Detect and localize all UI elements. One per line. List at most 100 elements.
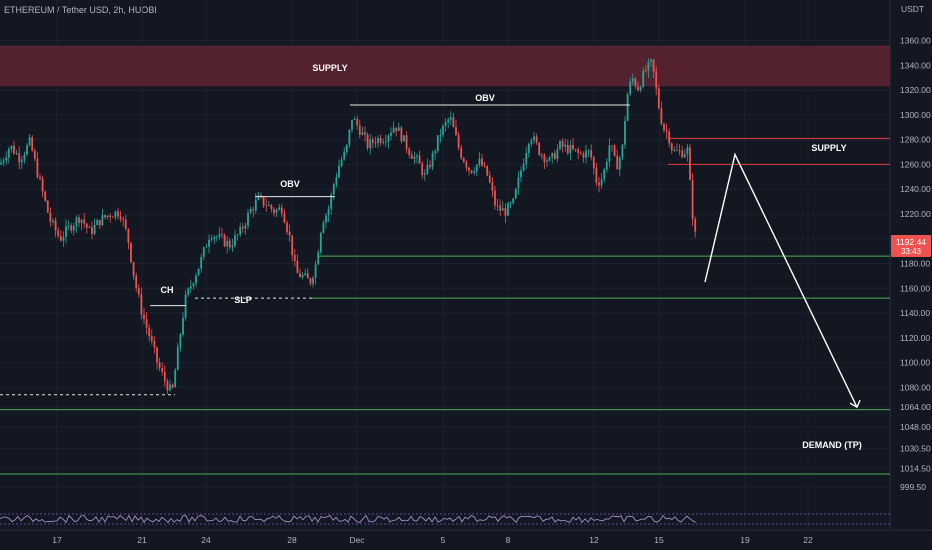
candle-body	[460, 147, 463, 159]
candle-body	[681, 150, 684, 158]
candle-body	[496, 205, 499, 207]
y-tick-label: 1340.00	[900, 60, 931, 70]
candle-body	[637, 86, 639, 91]
candle-body	[275, 209, 278, 213]
candle-body	[512, 198, 515, 204]
candle-body	[387, 135, 390, 142]
candle-body	[70, 225, 73, 231]
candle-body	[569, 144, 572, 154]
candle-body	[49, 212, 52, 222]
x-tick-label: 12	[589, 535, 599, 545]
candle-body	[390, 132, 392, 136]
projection-line	[704, 152, 858, 408]
candle-body	[559, 141, 561, 150]
candle-body	[626, 94, 629, 121]
candle-body	[543, 154, 546, 162]
candle-body	[78, 217, 80, 223]
y-tick-label: 1014.50	[900, 463, 931, 473]
candle-body	[507, 203, 509, 216]
candle-body	[501, 208, 504, 211]
osc-line	[0, 514, 697, 524]
time-axis: 17 21 24 28 Dec 5 8 12 15 19 22	[52, 535, 813, 545]
candle-body	[189, 286, 192, 289]
candle-body	[481, 158, 483, 166]
supply-zone-top	[0, 45, 890, 87]
candle-body	[23, 154, 26, 160]
label-supply-right: SUPPLY	[811, 143, 846, 153]
candle-body	[41, 178, 44, 192]
candle-body	[423, 173, 426, 175]
candle-body	[605, 161, 608, 170]
candle-body	[291, 235, 294, 256]
candle-body	[52, 220, 54, 222]
candle-body	[374, 142, 377, 144]
candle-body	[377, 137, 379, 144]
candle-body	[483, 165, 486, 167]
candle-body	[218, 234, 221, 237]
candle-body	[439, 134, 442, 136]
candle-body	[15, 153, 18, 155]
candle-body	[491, 182, 494, 191]
candle-body	[663, 123, 665, 131]
candle-body	[213, 236, 216, 239]
candle-body	[67, 225, 70, 227]
y-tick-label: 1220.00	[900, 209, 931, 219]
candle-body	[426, 165, 429, 174]
candle-body	[109, 215, 112, 217]
candle-body	[309, 278, 312, 284]
candle-body	[20, 159, 23, 163]
candle-body	[572, 144, 574, 150]
candle-body	[600, 179, 603, 186]
candle-body	[431, 153, 434, 168]
candle-body	[127, 228, 130, 243]
candle-body	[179, 334, 182, 347]
candle-body	[327, 209, 330, 216]
candle-body	[169, 384, 171, 391]
candle-body	[358, 125, 361, 135]
candle-body	[468, 167, 470, 171]
candle-body	[517, 177, 520, 189]
candle-body	[488, 175, 491, 183]
candle-body	[39, 177, 41, 179]
candle-body	[548, 157, 551, 161]
label-slp: SLP	[234, 295, 252, 305]
candle-body	[676, 150, 678, 152]
candle-body	[366, 134, 369, 149]
candle-body	[553, 153, 556, 160]
candle-body	[371, 139, 374, 143]
candlesticks	[0, 58, 697, 394]
candle-body	[416, 155, 418, 157]
candle-body	[678, 150, 681, 152]
candle-body	[75, 217, 78, 226]
y-tick-label: 1080.00	[900, 382, 931, 392]
candle-body	[361, 132, 364, 135]
candle-body	[522, 164, 525, 171]
candle-body	[332, 184, 335, 195]
y-tick-label: 1140.00	[900, 308, 930, 318]
oscillator-panel	[0, 513, 890, 525]
candle-body	[270, 205, 273, 209]
candle-body	[436, 135, 439, 152]
candle-body	[530, 140, 533, 144]
candle-body	[582, 153, 585, 158]
candle-body	[421, 163, 424, 175]
candle-body	[252, 209, 255, 211]
candle-body	[28, 137, 31, 146]
candle-body	[418, 155, 421, 164]
candle-body	[317, 252, 320, 265]
y-tick-label: 1048.00	[900, 422, 931, 432]
candle-body	[525, 153, 528, 165]
candle-body	[273, 208, 275, 213]
candle-body	[314, 264, 317, 278]
candle-body	[319, 232, 322, 253]
candle-body	[293, 255, 296, 261]
candle-body	[462, 158, 465, 162]
x-tick-label: Dec	[349, 535, 365, 545]
candle-body	[660, 108, 663, 124]
candle-body	[254, 199, 257, 211]
y-tick-label: 1280.00	[900, 135, 931, 145]
candle-body	[130, 242, 132, 262]
candle-body	[434, 151, 437, 154]
candle-body	[153, 340, 156, 348]
